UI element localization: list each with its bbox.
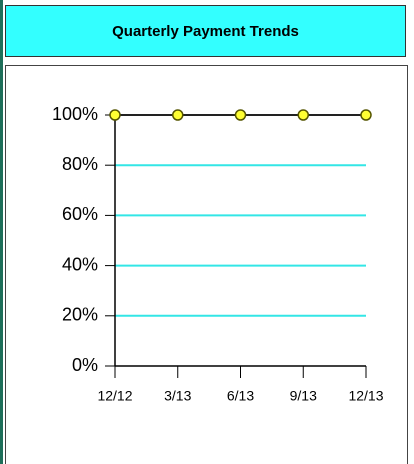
x-tick-label: 12/12: [97, 388, 132, 404]
chart-title: Quarterly Payment Trends: [5, 5, 406, 57]
x-tick-label: 3/13: [164, 388, 191, 404]
x-tick-label: 6/13: [227, 388, 254, 404]
data-point: [234, 109, 247, 121]
x-tick-label: 12/13: [348, 388, 383, 404]
data-point: [297, 109, 309, 121]
y-tick-label: 60%: [62, 204, 98, 224]
side-strip: [0, 0, 3, 464]
y-tick-label: 80%: [62, 154, 98, 174]
x-tick-label: 9/13: [290, 388, 317, 404]
data-point: [360, 109, 372, 121]
chart-panel: [5, 65, 408, 464]
y-tick-label: 40%: [62, 254, 98, 274]
data-point: [109, 109, 121, 121]
data-point: [172, 109, 184, 121]
y-tick-label: 0%: [72, 355, 98, 375]
y-tick-label: 20%: [62, 305, 98, 325]
y-tick-label: 100%: [52, 104, 98, 124]
